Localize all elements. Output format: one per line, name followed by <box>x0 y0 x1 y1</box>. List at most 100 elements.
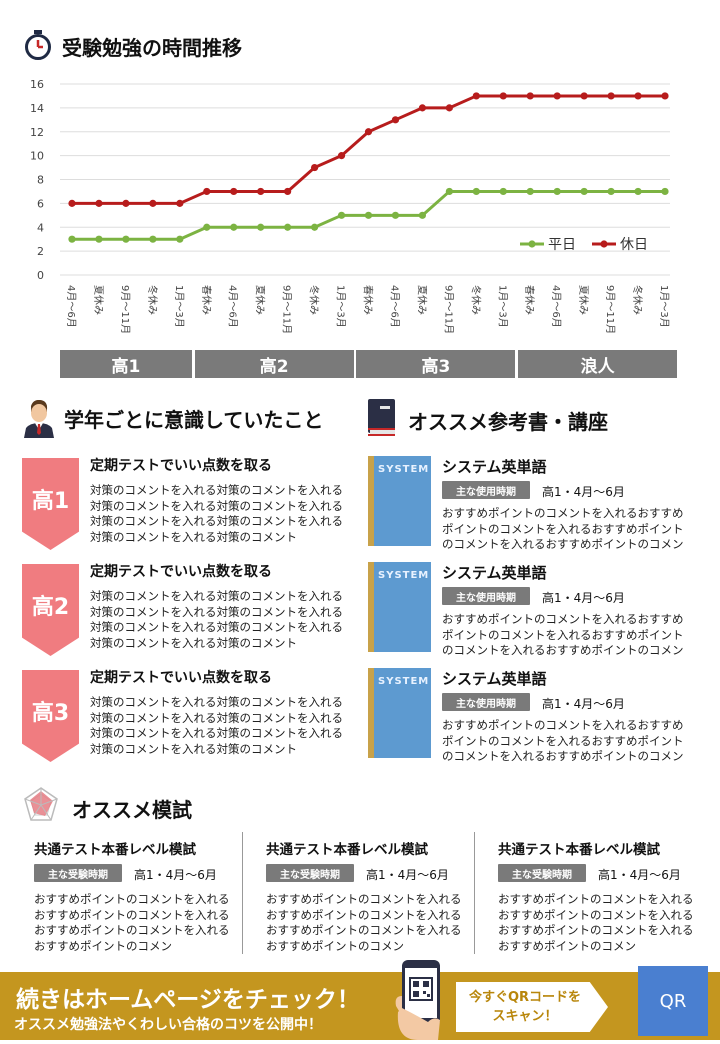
data-point <box>580 187 588 196</box>
data-point <box>95 235 103 243</box>
data-point <box>230 223 238 231</box>
phone-qr-icon <box>394 956 450 1044</box>
x-tick-label: 4月〜6月 <box>550 285 562 328</box>
y-tick-label: 2 <box>37 245 44 258</box>
exam-title: 共通テスト本番レベル模試 <box>498 842 660 858</box>
data-point <box>310 163 319 172</box>
data-point <box>176 199 184 207</box>
data-point <box>230 187 238 196</box>
data-point <box>310 223 319 231</box>
grade-tag-label: 高2 <box>31 595 70 620</box>
book-title: システム英単語 <box>442 670 547 688</box>
exam-period-pill: 主な受験時期 <box>34 864 122 882</box>
exam-period-pill: 主な受験時期 <box>266 864 354 882</box>
data-point <box>149 199 157 207</box>
data-point <box>661 187 669 196</box>
exam-section-title: オススメ模試 <box>72 798 192 822</box>
legend-label: 平日 <box>548 237 576 253</box>
qr-cta-button[interactable]: 今すぐQRコードを スキャン！ <box>456 982 608 1032</box>
exam-period-pill: 主な受験時期 <box>498 864 586 882</box>
usage-period-pill: 主な使用時期 <box>442 481 530 499</box>
x-tick-label: 夏休み <box>415 285 427 315</box>
data-point <box>149 235 157 243</box>
x-tick-label: 9月〜11月 <box>281 285 293 334</box>
x-tick-label: 冬休み <box>308 285 321 315</box>
data-point <box>337 152 346 160</box>
grade-tag-label: 高1 <box>31 489 70 514</box>
radar-chart-icon <box>22 786 60 828</box>
data-point <box>122 235 130 243</box>
x-tick-label: 9月〜11月 <box>442 285 454 334</box>
x-tick-label: 春休み <box>523 285 535 315</box>
grade-card-title: 定期テストでいい点数を取る <box>90 670 272 686</box>
data-point <box>607 187 615 196</box>
data-point <box>257 187 265 196</box>
grade-card-title: 定期テストでいい点数を取る <box>90 458 272 474</box>
exam-comment: おすすめポイントのコメントを入れるおすすめポイントのコメントを入れるおすすめポイ… <box>34 892 230 953</box>
x-tick-label: 1月〜3月 <box>658 285 670 328</box>
x-tick-label: 1月〜3月 <box>173 285 185 328</box>
x-tick-label: 9月〜11月 <box>119 285 131 334</box>
x-tick-label: 4月〜6月 <box>227 285 239 328</box>
grade-card-body: 対策のコメントを入れる対策のコメントを入れる対策のコメントを入れる対策のコメント… <box>90 695 343 756</box>
book-cover-image: SYSTEM <box>368 562 431 652</box>
data-point <box>203 187 211 196</box>
y-tick-label: 14 <box>30 102 44 115</box>
data-point <box>284 187 292 196</box>
data-point <box>391 116 400 124</box>
data-point <box>95 199 103 207</box>
exam-divider <box>242 832 243 954</box>
exam-title: 共通テスト本番レベル模試 <box>266 842 428 858</box>
data-point <box>634 92 642 100</box>
grade-tag: 高2 <box>22 564 79 656</box>
book-comment: おすすめポイントのコメントを入れるおすすめポイントのコメントを入れるおすすめポイ… <box>442 612 684 657</box>
book-cover-title: SYSTEM <box>378 676 430 687</box>
x-tick-label: 冬休み <box>146 285 159 315</box>
grade-tag-shape <box>22 670 79 762</box>
data-point <box>472 92 480 100</box>
grade-tag-shape <box>22 564 79 656</box>
book-cover-title: SYSTEM <box>378 570 430 581</box>
data-point <box>176 235 184 243</box>
exam-period-value: 高1・4月〜6月 <box>598 868 681 882</box>
x-tick-label: 1月〜3月 <box>496 285 508 328</box>
book-icon <box>366 398 398 440</box>
data-point <box>634 187 642 196</box>
series-line-1 <box>72 94 665 205</box>
grade-tag: 高3 <box>22 670 79 762</box>
data-point <box>553 187 561 196</box>
data-point <box>68 199 76 207</box>
exam-period-value: 高1・4月〜6月 <box>366 868 449 882</box>
y-tick-label: 12 <box>30 126 44 139</box>
usage-period-value: 高1・4月〜6月 <box>542 591 625 605</box>
grade-tag: 高1 <box>22 458 79 550</box>
data-point <box>472 187 480 196</box>
usage-period-pill: 主な使用時期 <box>442 587 530 605</box>
data-point <box>68 235 76 243</box>
cta-line-1: 今すぐQRコードを <box>468 990 582 1005</box>
data-point <box>391 211 400 219</box>
x-tick-label: 夏休み <box>92 285 104 315</box>
book-comment: おすすめポイントのコメントを入れるおすすめポイントのコメントを入れるおすすめポイ… <box>442 506 684 551</box>
time-trend-chart: 0 2 4 6 8 10 12 14 16 4月〜6月 夏休み 9月〜11月 冬休み 1月〜3月 春休み 4月… <box>20 72 700 402</box>
x-tick-label: 9月〜11月 <box>604 285 616 334</box>
y-tick-label: 6 <box>37 197 44 210</box>
chart-section-title: 受験勉強の時間推移 <box>62 36 242 60</box>
x-tick-label: 冬休み <box>631 285 644 315</box>
x-tick-label: 夏休み <box>577 285 589 315</box>
legend-marker <box>528 240 536 248</box>
book-title: システム英単語 <box>442 564 547 582</box>
data-point <box>580 92 588 100</box>
cta-line-2: スキャン！ <box>492 1009 558 1024</box>
data-point <box>661 92 669 100</box>
grade-tag-shape <box>22 458 79 550</box>
x-tick-label: 夏休み <box>254 285 266 315</box>
data-point <box>445 104 453 112</box>
qr-code[interactable]: QR <box>638 966 708 1036</box>
data-point <box>607 92 615 100</box>
data-point <box>203 223 211 231</box>
grade-card-title: 定期テストでいい点数を取る <box>90 564 272 580</box>
usage-period-value: 高1・4月〜6月 <box>542 485 625 499</box>
grade-section-title: 学年ごとに意識していたこと <box>64 408 324 432</box>
homepage-banner[interactable]: 続きはホームページをチェック！ オススメ勉強法やくわしい合格のコツを公開中！ <box>0 972 720 1040</box>
